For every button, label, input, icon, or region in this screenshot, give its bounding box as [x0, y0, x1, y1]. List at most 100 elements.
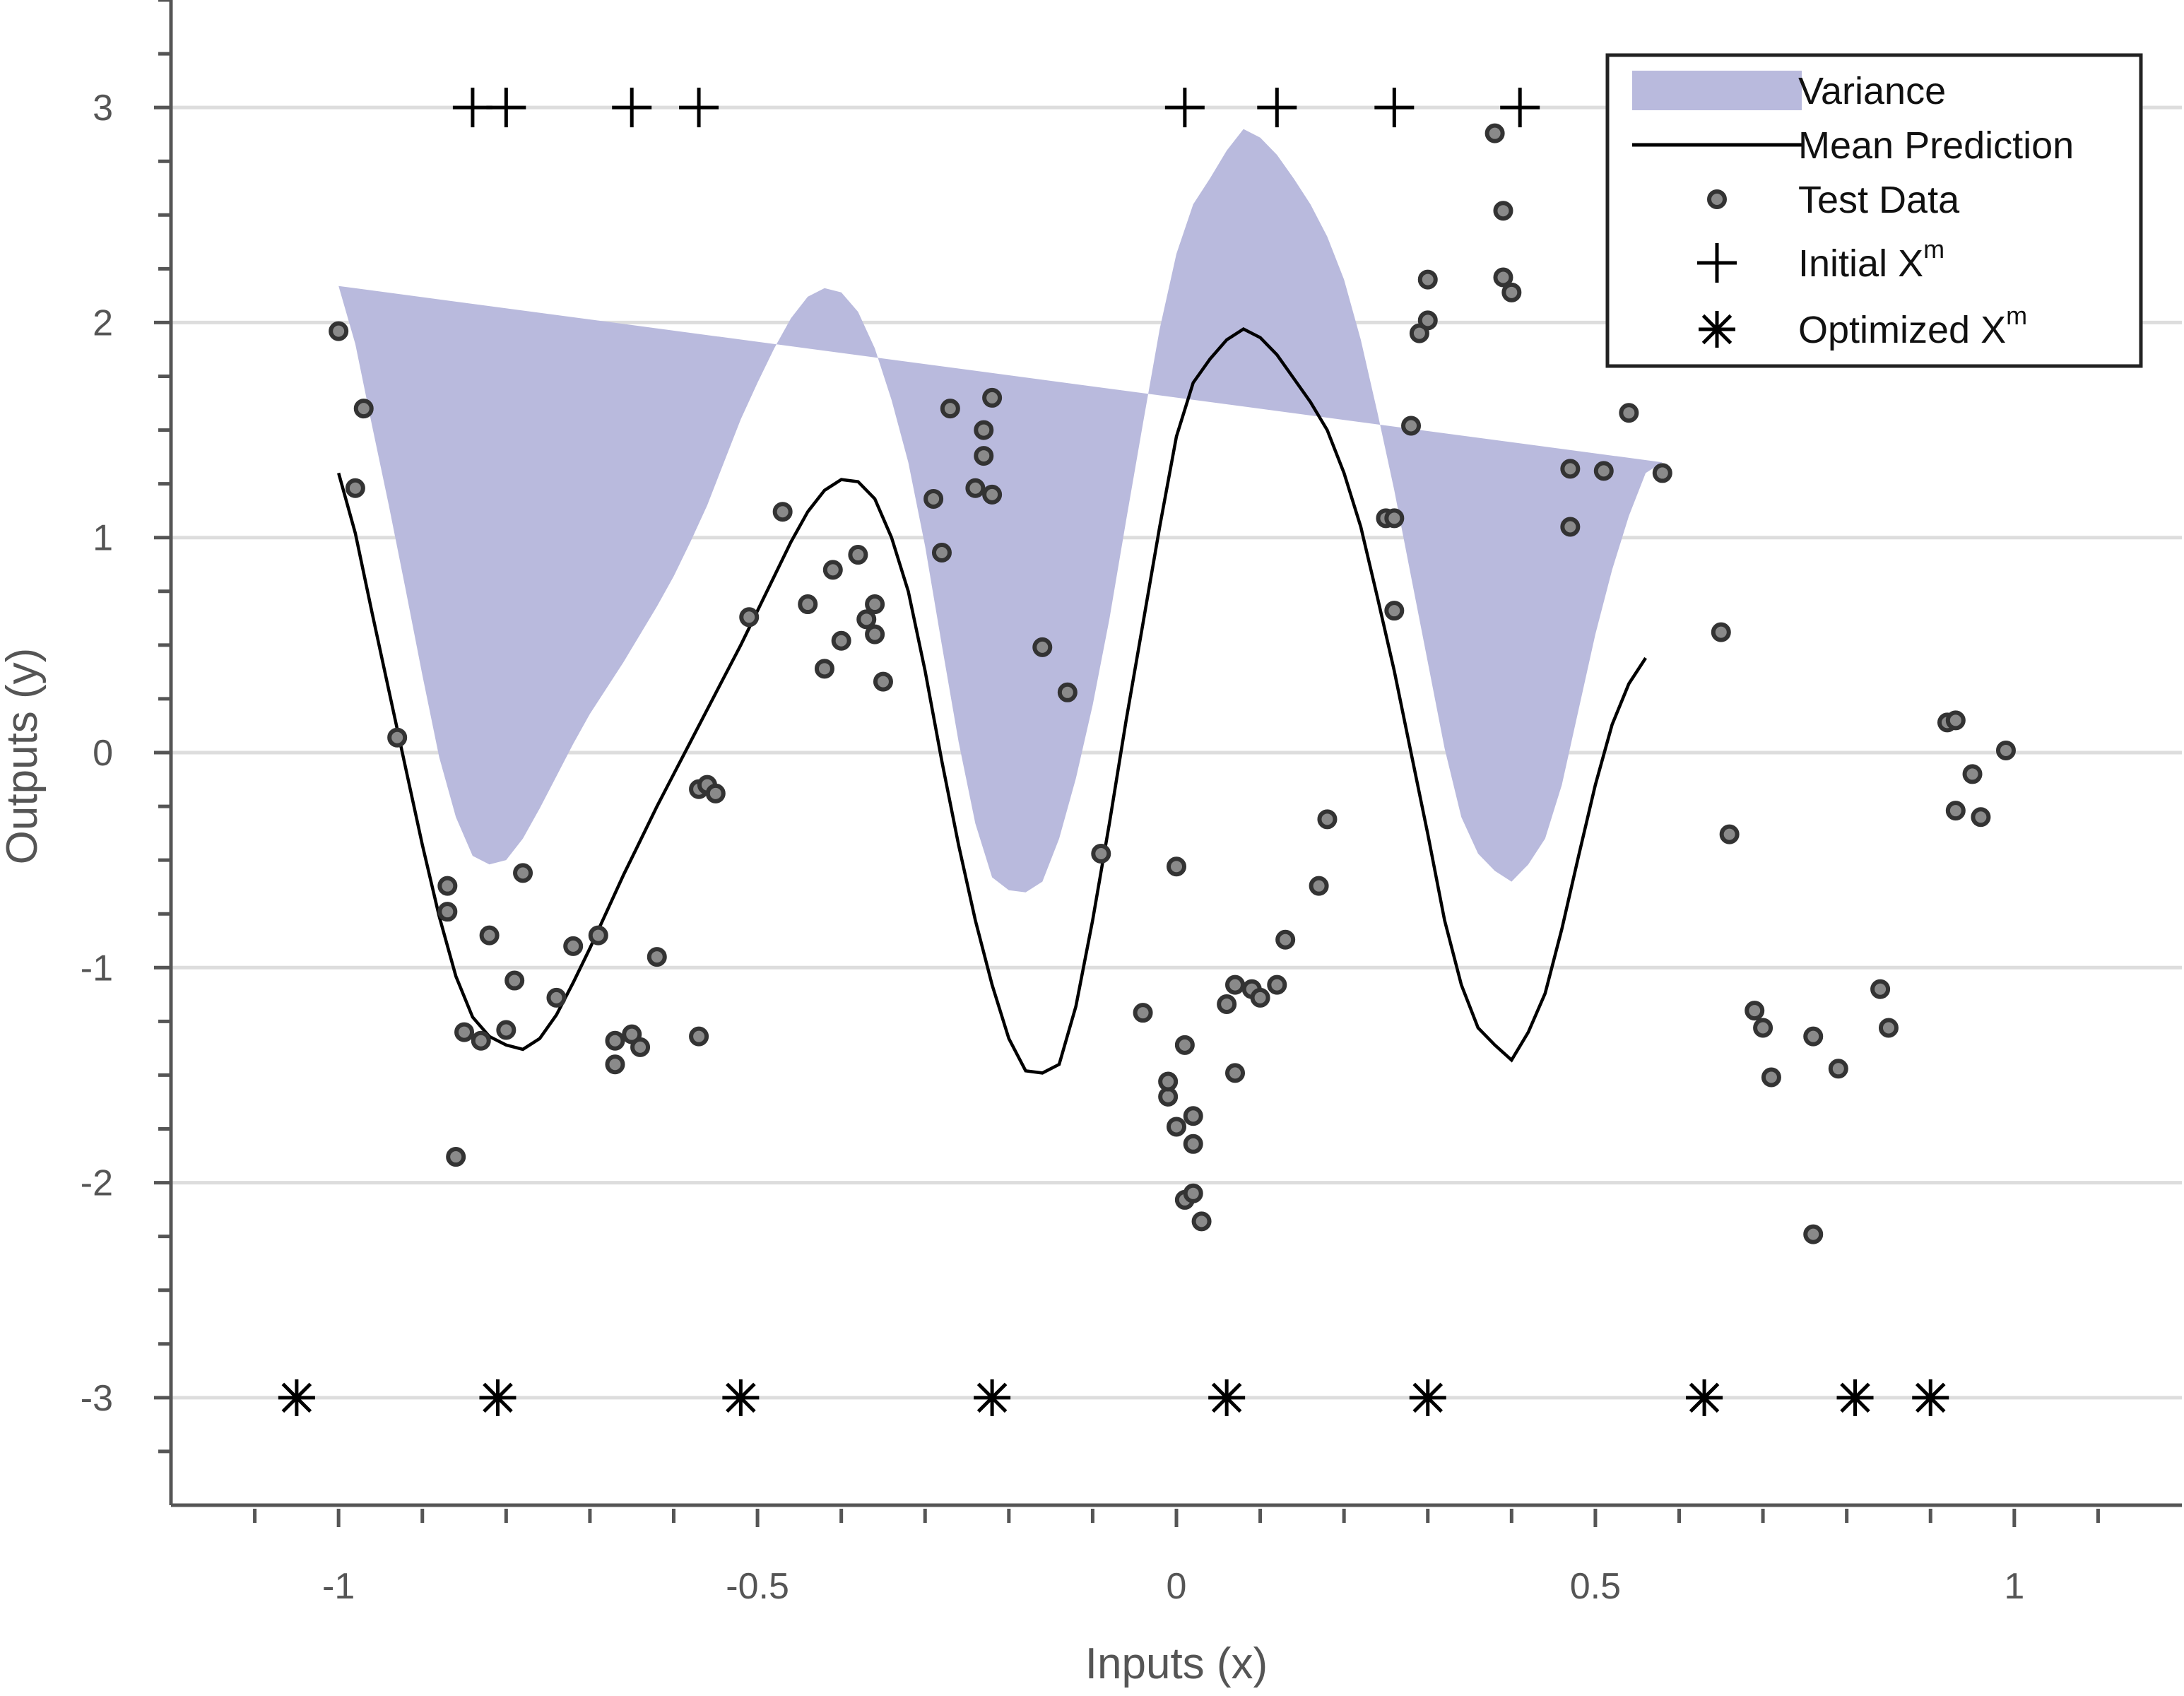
test-data-point — [1803, 1224, 1824, 1244]
test-data-point — [1493, 201, 1513, 221]
test-data-point — [982, 484, 1003, 505]
legend-label: Mean Prediction — [1798, 124, 2074, 167]
test-data-point — [1317, 809, 1338, 830]
test-data-point — [588, 925, 608, 946]
test-data-point — [798, 594, 818, 615]
y-tick-label: -1 — [81, 948, 113, 989]
test-data-point — [1971, 807, 1991, 828]
test-data-point — [1309, 876, 1329, 896]
test-data-point — [504, 970, 525, 991]
test-data-point — [831, 630, 851, 651]
test-data-point — [1803, 1026, 1824, 1047]
test-data-point — [1761, 1067, 1781, 1088]
test-data-points — [329, 123, 2016, 1244]
test-data-point — [1619, 403, 1639, 423]
optimized-xm-marker — [1686, 1379, 1723, 1416]
test-data-point — [1484, 123, 1505, 143]
x-tick-label: -1 — [322, 1566, 355, 1607]
legend: Variance Mean Prediction Test Data Initial … — [1605, 53, 2143, 368]
initial-xm-marker — [1257, 88, 1297, 128]
legend-label: Optimized Xm — [1798, 301, 2027, 351]
test-data-point — [1167, 1117, 1186, 1137]
mean-prediction-path — [337, 327, 1647, 1075]
test-data-point — [1501, 282, 1522, 302]
test-data-point — [1962, 764, 1983, 784]
x-tick-label: 0.5 — [1570, 1566, 1621, 1607]
test-data-point — [1217, 994, 1237, 1015]
y-tick-label: 1 — [93, 518, 113, 559]
test-data-point — [1719, 824, 1740, 844]
test-data-point — [974, 420, 994, 440]
test-data-point — [1174, 1035, 1195, 1055]
legend-test-swatch — [1707, 189, 1727, 209]
optimized-xm-marker — [1208, 1379, 1246, 1416]
test-data-point — [1183, 1183, 1203, 1203]
test-data-point — [496, 1020, 517, 1040]
test-data-point — [1870, 979, 1891, 999]
test-data-point — [1878, 1018, 1899, 1038]
initial-xm-markers — [452, 88, 1540, 128]
test-data-point — [739, 607, 760, 628]
x-axis-label: Inputs (x) — [1085, 1639, 1268, 1688]
optimized-xm-marker — [1836, 1379, 1874, 1416]
test-data-point — [605, 1054, 625, 1075]
test-data-point — [1250, 987, 1270, 1008]
test-data-point — [923, 488, 944, 509]
test-data-point — [940, 399, 960, 419]
x-axis-ticks: -1 -0.5 0 0.5 1 — [253, 1509, 2100, 1607]
test-data-point — [1417, 310, 1438, 331]
test-data-point — [647, 947, 667, 967]
test-data-point — [822, 560, 843, 580]
test-data-point — [479, 925, 500, 946]
test-data-point — [1225, 1063, 1246, 1083]
test-data-point — [1995, 740, 2016, 760]
test-data-point — [1401, 416, 1422, 436]
test-data-point — [454, 1022, 475, 1042]
test-data-point — [1652, 463, 1672, 483]
test-data-point — [513, 863, 533, 883]
test-data-point — [1267, 974, 1287, 995]
test-data-point — [1417, 269, 1438, 290]
test-data-point — [873, 671, 893, 692]
test-data-point — [982, 387, 1003, 408]
initial-xm-marker — [452, 88, 492, 128]
x-tick-label: 1 — [2004, 1566, 2024, 1607]
optimized-xm-marker — [974, 1379, 1011, 1416]
initial-xm-marker — [1500, 88, 1540, 128]
initial-xm-marker — [1374, 88, 1415, 128]
test-data-point — [1384, 601, 1405, 621]
test-data-point — [329, 321, 349, 341]
test-data-point — [1057, 682, 1078, 702]
optimized-xm-marker — [479, 1379, 517, 1416]
y-tick-label: 3 — [93, 88, 113, 129]
legend-variance-swatch — [1632, 71, 1802, 110]
test-data-point — [965, 478, 986, 498]
test-data-point — [1183, 1133, 1203, 1154]
test-data-point — [437, 876, 458, 896]
initial-xm-marker — [486, 88, 526, 128]
test-data-point — [1133, 1003, 1153, 1023]
test-data-point — [387, 727, 408, 748]
test-data-point — [353, 399, 374, 419]
test-data-point — [1158, 1071, 1179, 1092]
y-tick-label: 2 — [93, 302, 113, 343]
optimized-xm-marker — [1912, 1379, 1949, 1416]
test-data-point — [772, 502, 793, 522]
test-data-point — [1945, 710, 1966, 731]
test-data-point — [471, 1030, 491, 1051]
test-data-point — [446, 1147, 466, 1167]
legend-optimized-swatch — [1699, 311, 1735, 348]
test-data-point — [856, 609, 877, 630]
test-data-point — [1593, 461, 1614, 481]
test-data-point — [1032, 637, 1053, 657]
variance-area — [338, 129, 1663, 893]
test-data-point — [1225, 974, 1246, 995]
test-data-point — [1191, 1211, 1212, 1232]
y-axis-ticks: -3 -2 -1 0 1 2 3 — [81, 0, 171, 1454]
test-data-point — [931, 543, 952, 563]
test-data-point — [1091, 844, 1111, 864]
initial-xm-marker — [612, 88, 652, 128]
test-data-point — [1560, 517, 1581, 537]
test-data-point — [865, 624, 885, 644]
